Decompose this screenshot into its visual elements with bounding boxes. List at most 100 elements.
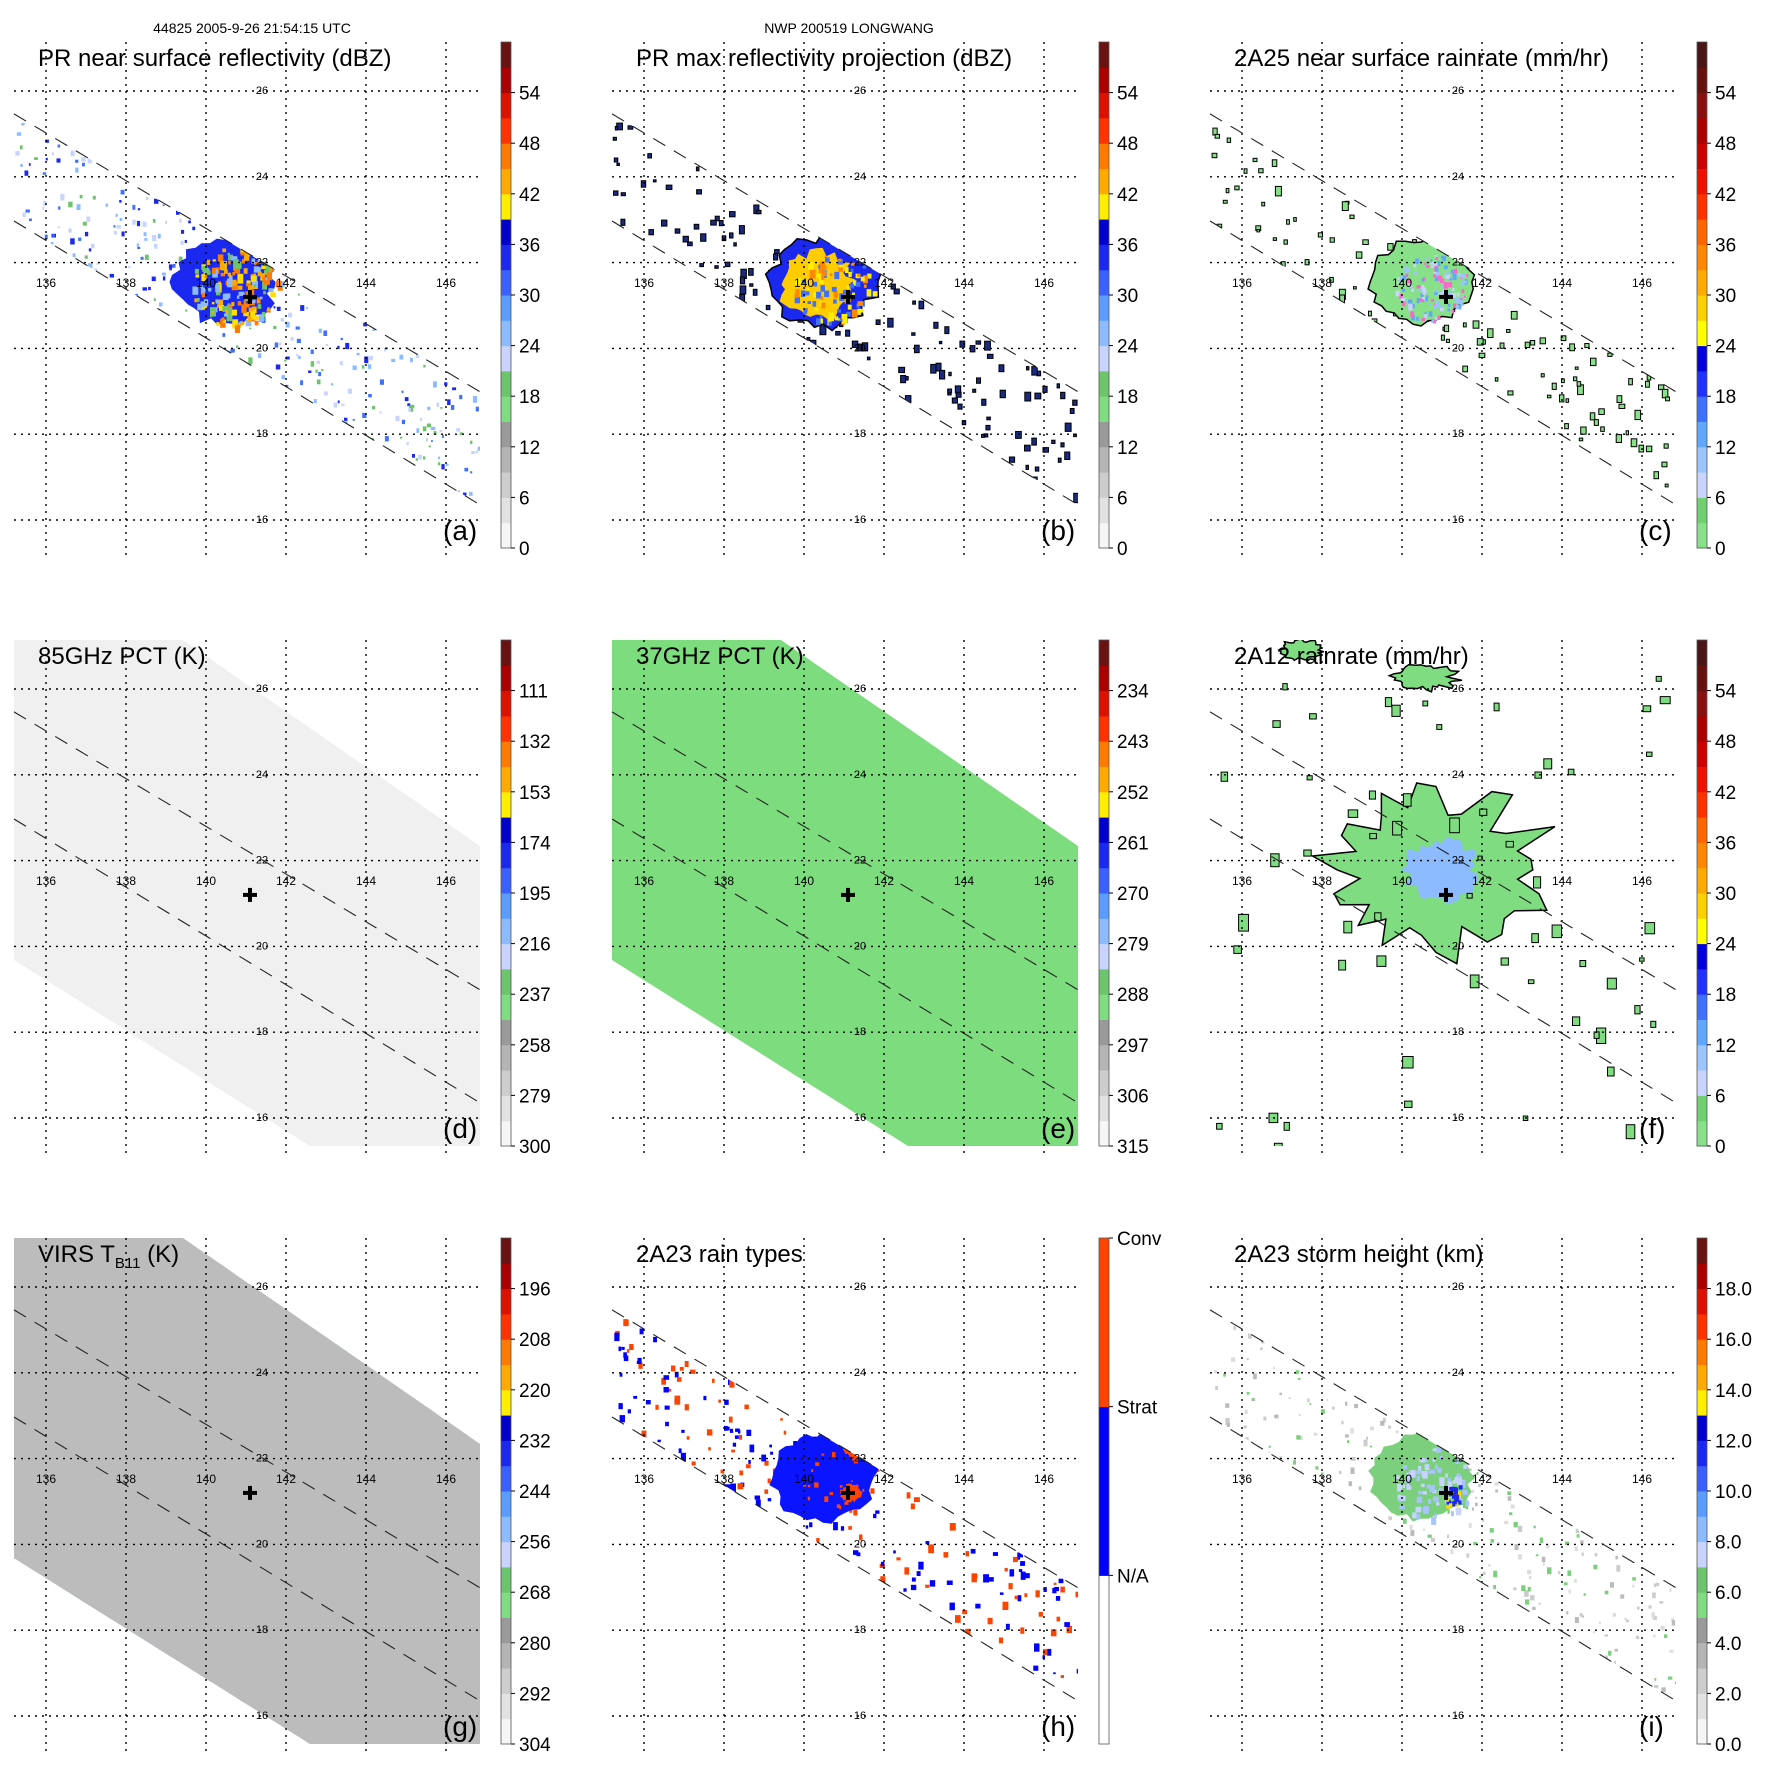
precip-pixel (264, 270, 269, 276)
precip-pixel (45, 139, 49, 143)
precip-pixel (731, 1449, 735, 1453)
precip-pixel (1481, 1518, 1485, 1522)
precip-pixel (1455, 305, 1460, 310)
colorbar-label: 42 (519, 185, 540, 206)
colorbar-segment (1099, 715, 1109, 742)
colorbar-segment (501, 219, 511, 245)
precip-pixel (397, 1264, 411, 1285)
precip-pixel (1246, 1358, 1249, 1361)
precip-pixel (1430, 299, 1435, 302)
precip-pixel (1409, 1464, 1414, 1473)
precip-pixel (866, 356, 871, 361)
precip-pixel (739, 1470, 744, 1476)
colorbar-segment (501, 1238, 511, 1264)
precip-pixel (1598, 408, 1605, 415)
precip-pixel (259, 314, 264, 322)
precip-pixel (1431, 1517, 1437, 1525)
precip-pixel (699, 263, 704, 268)
precip-pixel (1432, 1448, 1439, 1454)
colorbar-segment (1697, 1263, 1707, 1290)
precip-pixel (1298, 1413, 1301, 1417)
precip-pixel (71, 151, 75, 155)
precip-pixel (1395, 1475, 1400, 1479)
precip-pixel (1453, 268, 1458, 274)
lon-tick-label: 136 (634, 276, 654, 290)
precip-pixel (925, 1584, 930, 1588)
precip-pixel (684, 1361, 689, 1367)
precip-pixel (244, 298, 248, 302)
precip-pixel (391, 358, 396, 363)
precip-pixel (237, 301, 242, 306)
precip-pixel (161, 272, 166, 276)
colorbar-segment (1697, 1364, 1707, 1391)
precip-pixel (1479, 808, 1488, 816)
precip-pixel (1408, 1454, 1415, 1462)
precip-pixel (260, 273, 265, 279)
colorbar-segment (1099, 1120, 1109, 1147)
precip-pixel (470, 440, 473, 444)
precip-pixel (216, 322, 220, 326)
precip-pixel (30, 1114, 37, 1124)
lat-tick-label: 16 (854, 1112, 866, 1124)
precip-pixel (844, 267, 849, 273)
colorbar-segment (1099, 1095, 1109, 1122)
lon-tick-label: 142 (276, 276, 296, 290)
precip-pixel (972, 388, 977, 393)
colorbar-label: 12 (519, 438, 540, 459)
precip-pixel (253, 266, 259, 273)
precip-pixel (1429, 1484, 1435, 1493)
precip-pixel (803, 1484, 806, 1487)
precip-pixel (1456, 1473, 1461, 1479)
panel-title: 2A23 storm height (km) (1234, 1241, 1483, 1268)
precip-pixel (1448, 277, 1452, 281)
colorbar-segment (1099, 421, 1109, 448)
precip-pixel (1296, 1435, 1301, 1440)
precip-pixel (1444, 265, 1448, 270)
precip-pixel (269, 267, 272, 272)
precip-pixel (1058, 1578, 1064, 1584)
precip-pixel (710, 219, 717, 226)
precip-pixel (1358, 1486, 1362, 1491)
precip-pixel (1435, 271, 1440, 277)
colorbar-segment (1099, 497, 1109, 524)
colorbar-segment (1099, 244, 1109, 271)
precip-pixel (454, 1389, 466, 1400)
precip-pixel (196, 298, 200, 302)
precip-pixel (848, 272, 852, 277)
colorbar-label: 48 (1117, 134, 1138, 155)
precip-pixel (1073, 492, 1078, 504)
colorbar-segment (501, 1617, 511, 1644)
precip-pixel (407, 403, 411, 407)
precip-pixel (240, 252, 245, 256)
precip-pixel (1341, 1420, 1344, 1425)
precip-pixel (1230, 1357, 1236, 1362)
precip-pixel (851, 1480, 853, 1482)
panel-title: 85GHz PCT (K) (38, 643, 206, 670)
precip-pixel (296, 354, 299, 357)
precip-pixel (1654, 1678, 1657, 1681)
precip-pixel (423, 456, 426, 460)
lon-tick-label: 146 (436, 1472, 456, 1486)
precip-pixel (144, 254, 149, 260)
precip-pixel (57, 1669, 66, 1683)
precip-pixel (1447, 1534, 1450, 1539)
precip-pixel (1447, 1509, 1450, 1514)
precip-pixel (754, 1495, 761, 1500)
precip-pixel (231, 309, 237, 316)
precip-pixel (930, 363, 937, 374)
precip-pixel (1424, 1455, 1428, 1459)
precip-pixel (1031, 437, 1037, 446)
precip-pixel (152, 235, 157, 241)
precip-pixel (914, 344, 920, 354)
colorbar-segment (501, 42, 511, 68)
colorbar-segment (1697, 1465, 1707, 1492)
precip-pixel (911, 1577, 916, 1582)
precip-pixel (1452, 1480, 1456, 1484)
precip-pixel (379, 1250, 394, 1260)
colorbar-segment (1697, 665, 1707, 692)
precip-pixel (1560, 335, 1567, 342)
precip-pixel (277, 286, 283, 291)
precip-pixel (1248, 1333, 1252, 1339)
precip-pixel (350, 1291, 364, 1305)
